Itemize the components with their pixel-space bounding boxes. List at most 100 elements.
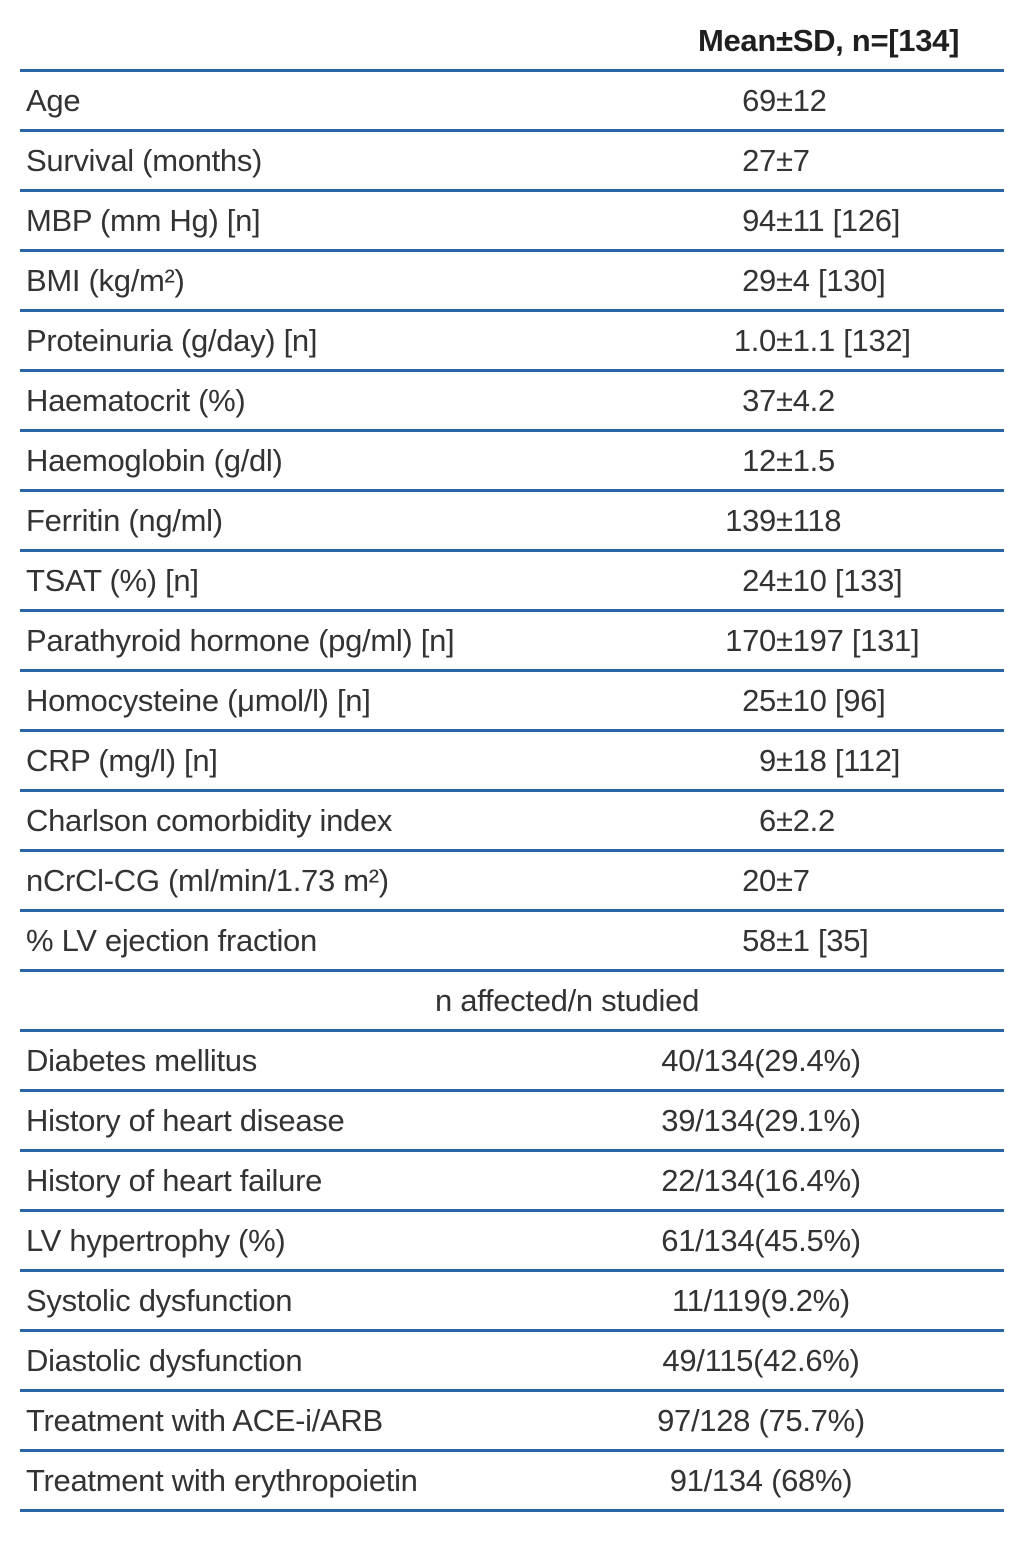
row-value: 58 ±1 [35] [574,923,1004,959]
value-mean: 69 [742,82,776,118]
value-sd: 7 [792,142,810,178]
row-label: Treatment with erythropoietin [26,1462,418,1498]
table-row: Treatment with erythropoietin 91/134 (68%… [20,1452,1004,1512]
row-value: 12 ±1.5 [574,443,1004,479]
findings-section: Diabetes mellitus 40/134(29.4%) History of… [20,1032,1004,1512]
value-mean: 170 [725,622,776,658]
value-mean: 12 [742,442,776,478]
plus-minus-sign: ± [776,742,793,778]
value-sd: 10 [96] [792,682,886,718]
value-mean: Mean [697,23,776,58]
row-value: 6 ±2.2 [574,803,1004,839]
row-value: 139 ±118 [574,503,1004,539]
value-mean: 139 [725,502,776,538]
plus-minus-sign: ± [776,862,793,898]
row-value: 91/134 (68%) [669,1462,853,1498]
plus-minus-sign: ± [776,442,793,478]
table-row: Survival (months) 27 ±7 [20,132,1004,192]
plus-minus-sign: ± [776,562,793,598]
row-label: CRP (mg/l) [n] [26,742,218,778]
section-header: n affected/n studied [434,982,700,1018]
row-label: LV hypertrophy (%) [26,1222,286,1258]
value-mean: 9 [759,742,776,778]
table-row: MBP (mm Hg) [n] 94 ±11 [126] [20,192,1004,252]
row-label: Age [26,82,81,118]
table-row: % LV ejection fraction 58 ±1 [35] [20,912,1004,972]
section-header-row: n affected/n studied [20,972,1004,1032]
table-row: Haemoglobin (g/dl) 12 ±1.5 [20,432,1004,492]
value-sd: 118 [792,502,842,538]
value-sd: 1.1 [132] [792,322,911,358]
table-row: History of heart disease 39/134(29.1%) [20,1092,1004,1152]
value-sd: 12 [792,82,827,118]
column-header: Mean ± SD, n=[134] [574,23,1004,69]
value-sd: 7 [792,862,810,898]
row-value: 24 ±10 [133] [574,563,1004,599]
plus-minus-sign: ± [776,802,793,838]
table-header-row: Mean ± SD, n=[134] [20,0,1004,72]
row-label: Proteinuria (g/day) [n] [26,322,318,358]
table-row: Diabetes mellitus 40/134(29.4%) [20,1032,1004,1092]
table-row: BMI (kg/m²) 29 ±4 [130] [20,252,1004,312]
plus-minus-sign: ± [776,23,793,58]
row-value: 69 ±12 [574,83,1004,119]
table-row: Diastolic dysfunction 49/115(42.6%) [20,1332,1004,1392]
row-label: Systolic dysfunction [26,1282,293,1318]
row-label: Diabetes mellitus [26,1042,257,1078]
table-row: Treatment with ACE-i/ARB 97/128 (75.7%) [20,1392,1004,1452]
row-value: 1.0 ±1.1 [132] [574,323,1004,359]
value-mean: 29 [742,262,776,298]
value-sd: 2.2 [792,802,836,838]
row-label: Survival (months) [26,142,263,178]
table-row: Homocysteine (μmol/l) [n] 25 ±10 [96] [20,672,1004,732]
row-value: 25 ±10 [96] [574,683,1004,719]
measures-section: Age 69 ±12 Survival (months) 27 ±7 MBP (mm Hg)… [20,72,1004,972]
plus-minus-sign: ± [776,142,793,178]
row-label: nCrCl-CG (ml/min/1.73 m²) [26,862,389,898]
table-row: TSAT (%) [n] 24 ±10 [133] [20,552,1004,612]
plus-minus-sign: ± [776,622,793,658]
value-sd: 11 [126] [792,202,901,238]
value-mean: 37 [742,382,776,418]
value-sd: 4 [130] [792,262,886,298]
row-value: 27 ±7 [574,143,1004,179]
table-row: Systolic dysfunction 11/119(9.2%) [20,1272,1004,1332]
value-mean: 94 [742,202,776,238]
row-value: 20 ±7 [574,863,1004,899]
value-sd: SD, n=[134] [792,23,960,58]
row-label: MBP (mm Hg) [n] [26,202,261,238]
row-value: 11/119(9.2%) [672,1282,850,1318]
table-row: Charlson comorbidity index 6 ±2.2 [20,792,1004,852]
row-value: 9 ±18 [112] [574,743,1004,779]
row-label: Parathyroid hormone (pg/ml) [n] [26,622,455,658]
value-mean: 6 [759,802,776,838]
row-value: 40/134(29.4%) [661,1042,861,1078]
row-label: TSAT (%) [n] [26,562,199,598]
table-row: History of heart failure 22/134(16.4%) [20,1152,1004,1212]
plus-minus-sign: ± [776,322,793,358]
row-label: History of heart disease [26,1102,345,1138]
table-row: Ferritin (ng/ml) 139 ±118 [20,492,1004,552]
row-value: 22/134(16.4%) [661,1162,861,1198]
row-value: 61/134(45.5%) [661,1222,861,1258]
table-row: Age 69 ±12 [20,72,1004,132]
row-label: Haemoglobin (g/dl) [26,442,283,478]
row-label: Homocysteine (μmol/l) [n] [26,682,371,718]
row-value: 170 ±197 [131] [574,623,1004,659]
value-mean: 1.0 [733,322,777,358]
row-value: 37 ±4.2 [574,383,1004,419]
row-value: 94 ±11 [126] [574,203,1004,239]
value-mean: 58 [742,922,776,958]
table-row: Haematocrit (%) 37 ±4.2 [20,372,1004,432]
value-sd: 197 [131] [792,622,920,658]
plus-minus-sign: ± [776,502,793,538]
value-sd: 1 [35] [792,922,869,958]
plus-minus-sign: ± [776,682,793,718]
row-value: 49/115(42.6%) [662,1342,860,1378]
value-mean: 27 [742,142,776,178]
table-row: LV hypertrophy (%) 61/134(45.5%) [20,1212,1004,1272]
table-row: nCrCl-CG (ml/min/1.73 m²) 20 ±7 [20,852,1004,912]
row-value: 29 ±4 [130] [574,263,1004,299]
plus-minus-sign: ± [776,382,793,418]
plus-minus-sign: ± [776,202,793,238]
